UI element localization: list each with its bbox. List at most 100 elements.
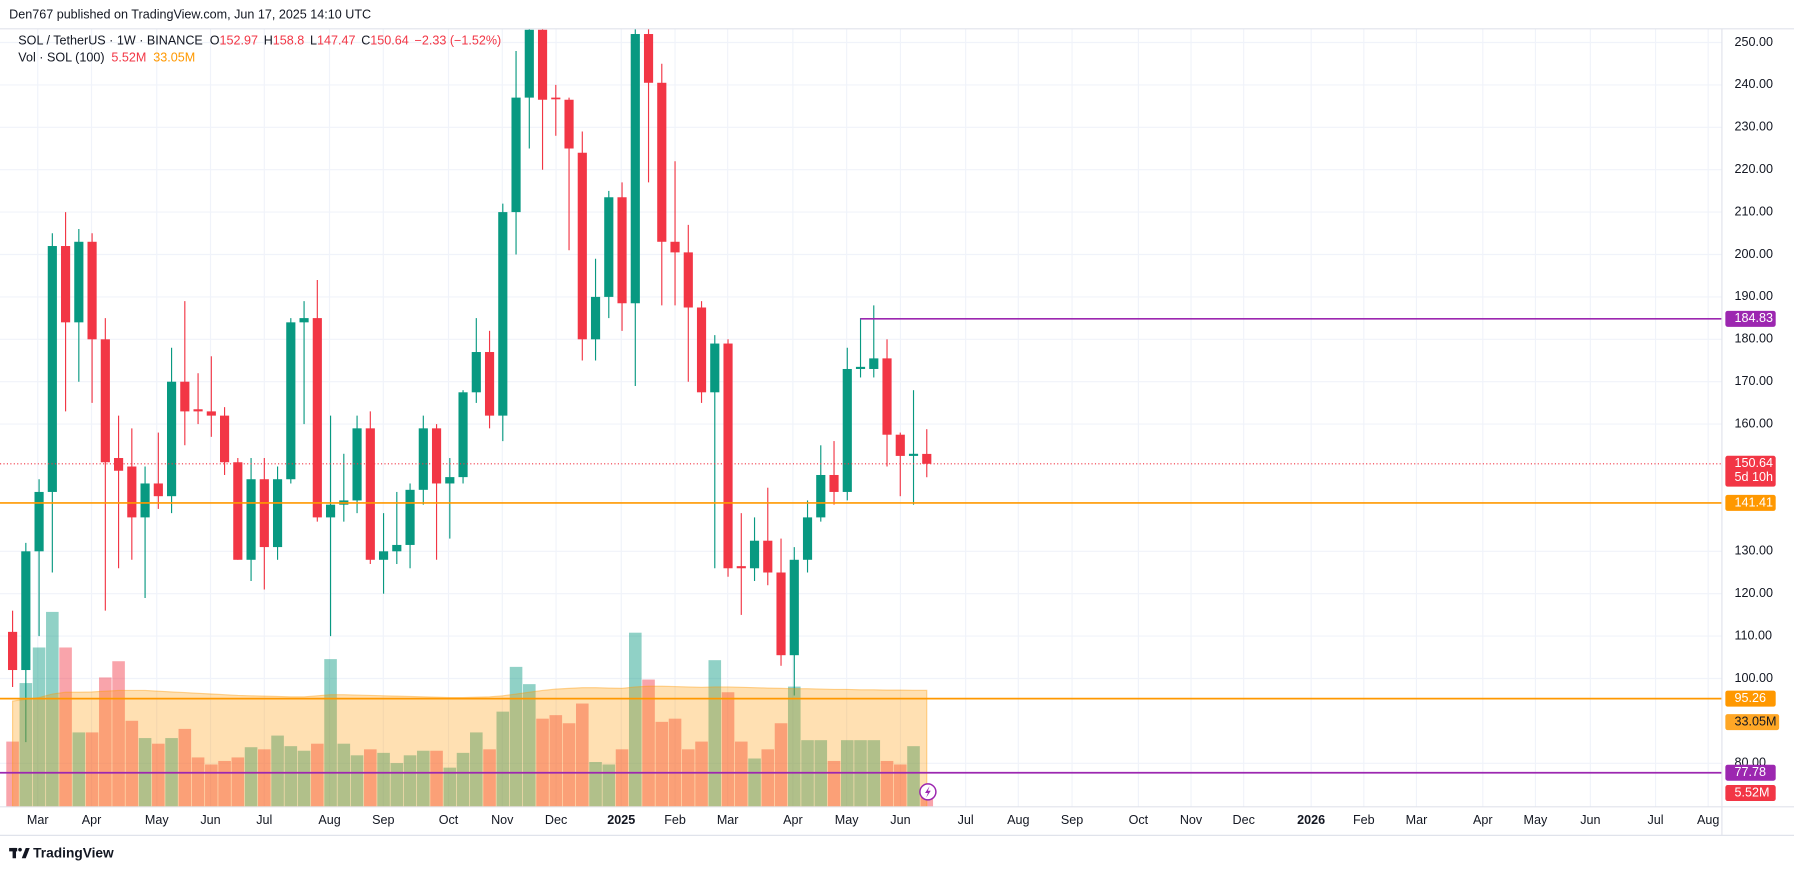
- volume-bar: [681, 749, 695, 807]
- candle-body: [378, 551, 389, 560]
- candle-body: [511, 97, 521, 213]
- low-value: 147.47: [317, 34, 355, 48]
- alert-icon[interactable]: [919, 783, 937, 801]
- x-tick-label: Jul: [256, 813, 272, 827]
- level-label-box: [1725, 494, 1776, 511]
- level-label-box: [1725, 690, 1776, 707]
- volume-bar: [417, 750, 430, 807]
- volume-bar: [364, 749, 377, 807]
- candle-body: [74, 241, 84, 323]
- volume-bar: [774, 723, 788, 807]
- volume-bar: [787, 686, 801, 807]
- candle-body: [749, 540, 760, 569]
- level-label-box: [1725, 310, 1776, 327]
- x-tick-label: 2025: [607, 813, 635, 827]
- candle-body: [855, 366, 866, 369]
- candle-body: [34, 491, 44, 552]
- ohlc-label: L: [310, 34, 317, 48]
- y-tick-label: 240.00: [1735, 77, 1773, 91]
- candle-body: [842, 368, 852, 492]
- volume-bar: [297, 750, 311, 807]
- x-tick-label: Sep: [1061, 813, 1083, 827]
- axes: Mar Apr May Jun Jul Aug Sep Oct Nov Dec 2025 Feb Mar…: [27, 35, 1780, 827]
- open-value: 152.97: [219, 34, 257, 48]
- candle-body: [114, 458, 124, 471]
- y-tick-label: 160.00: [1735, 416, 1773, 430]
- candle-body: [789, 559, 799, 656]
- x-tick-label: May: [835, 813, 859, 827]
- volume-bar: [549, 715, 563, 807]
- volume-bar: [443, 767, 457, 807]
- logo-part: [18, 847, 22, 852]
- candle-body: [869, 358, 879, 369]
- y-tick-label: 220.00: [1735, 162, 1773, 176]
- x-tick-label: Jun: [200, 813, 220, 827]
- x-tick-label: Jun: [1580, 813, 1600, 827]
- volume-label: 5.52M: [1735, 785, 1770, 799]
- candle-body: [484, 352, 495, 416]
- volume-bar: [19, 683, 33, 807]
- volume-bar: [324, 659, 337, 807]
- x-tick-label: Aug: [1697, 813, 1719, 827]
- volume-label-box: [1725, 785, 1776, 802]
- volume-ma-label: 33.05M: [1735, 714, 1777, 728]
- candle-body: [206, 411, 216, 416]
- volume-bar: [284, 746, 298, 807]
- alert-bolt[interactable]: [925, 786, 931, 798]
- y-tick-label: 130.00: [1735, 544, 1773, 558]
- level-label: 141.41: [1735, 495, 1773, 509]
- volume-bar: [628, 632, 642, 807]
- volume-bar: [311, 743, 324, 807]
- candle-body: [180, 381, 190, 412]
- candle-body: [471, 352, 481, 393]
- x-tick-label: May: [145, 813, 169, 827]
- volume-ma-area: [12, 685, 928, 807]
- x-tick-label: Oct: [1129, 813, 1149, 827]
- level-label-box: [1725, 764, 1776, 781]
- candle-body: [670, 241, 680, 253]
- x-tick-label: Aug: [1007, 813, 1029, 827]
- candle-body: [219, 415, 230, 463]
- grid: [0, 28, 1722, 807]
- candle-body: [233, 462, 243, 560]
- volume-bar: [46, 611, 59, 807]
- y-tick-label: 250.00: [1735, 35, 1773, 49]
- candle-body: [325, 504, 336, 518]
- volume-bar: [72, 732, 86, 807]
- volume-bar: [470, 732, 483, 807]
- candle-body: [577, 152, 587, 340]
- volume-bar: [99, 677, 112, 807]
- x-tick-label: Nov: [491, 813, 514, 827]
- volume-bar: [509, 666, 523, 807]
- x-tick-label: May: [1524, 813, 1548, 827]
- candle-body: [763, 540, 773, 573]
- candle-body: [87, 241, 97, 340]
- x-tick-label: 2026: [1297, 813, 1325, 827]
- volume-bar: [178, 728, 192, 807]
- volume-bar: [244, 747, 258, 807]
- volume-bar: [721, 692, 735, 807]
- candle-body: [418, 428, 428, 490]
- volume-bar: [655, 721, 669, 807]
- candle-body: [551, 97, 561, 100]
- x-tick-label: Dec: [1232, 813, 1254, 827]
- candle-body: [776, 572, 786, 656]
- volume-bar: [642, 679, 655, 807]
- candle-body: [458, 392, 468, 478]
- candle-body: [696, 307, 707, 393]
- candle-body: [816, 474, 826, 518]
- candle-body: [882, 358, 892, 435]
- volume-ma-label-box: [1725, 714, 1780, 731]
- change: −2.33 (−1.52%): [415, 34, 502, 48]
- candle-body: [312, 318, 322, 518]
- x-tick-label: Feb: [664, 813, 686, 827]
- x-tick-label: Mar: [717, 813, 739, 827]
- x-tick-label: Feb: [1353, 813, 1375, 827]
- candle-body: [922, 453, 932, 464]
- volume-bar: [85, 732, 99, 807]
- volume-bar: [536, 718, 549, 807]
- candle-body: [272, 479, 283, 548]
- y-tick-label: 110.00: [1735, 628, 1773, 642]
- candle-body: [683, 252, 693, 308]
- candle-body: [392, 544, 402, 552]
